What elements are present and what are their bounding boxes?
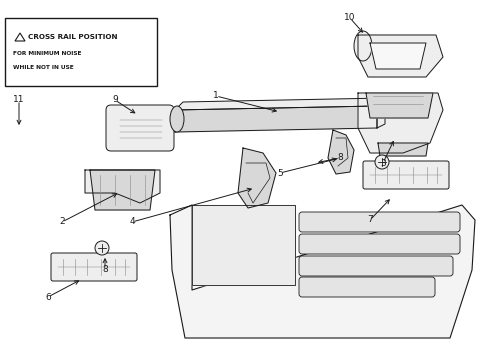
FancyBboxPatch shape (298, 234, 459, 254)
Bar (5, 18, 157, 86)
Polygon shape (175, 98, 384, 110)
Polygon shape (90, 170, 155, 210)
FancyBboxPatch shape (298, 277, 434, 297)
Ellipse shape (170, 106, 183, 132)
Text: 11: 11 (13, 95, 25, 104)
Text: 5: 5 (277, 168, 282, 177)
Polygon shape (85, 170, 160, 203)
FancyBboxPatch shape (298, 256, 452, 276)
FancyBboxPatch shape (51, 253, 137, 281)
Text: CROSS RAIL POSITION: CROSS RAIL POSITION (28, 34, 117, 40)
Polygon shape (175, 106, 376, 132)
Polygon shape (377, 143, 427, 156)
Polygon shape (327, 130, 353, 174)
Text: 9: 9 (112, 95, 118, 104)
Text: 8: 8 (102, 265, 108, 274)
Text: 1: 1 (213, 91, 219, 100)
FancyBboxPatch shape (298, 212, 459, 232)
Text: 4: 4 (129, 217, 135, 226)
Text: WHILE NOT IN USE: WHILE NOT IN USE (13, 65, 74, 70)
Text: 3: 3 (379, 158, 385, 167)
Polygon shape (192, 205, 294, 285)
Text: FOR MINIMUM NOISE: FOR MINIMUM NOISE (13, 51, 81, 56)
Polygon shape (365, 93, 432, 118)
Polygon shape (170, 205, 474, 338)
FancyBboxPatch shape (106, 105, 174, 151)
Circle shape (374, 155, 388, 169)
Polygon shape (357, 35, 442, 77)
Ellipse shape (353, 31, 371, 61)
Polygon shape (15, 33, 25, 41)
Polygon shape (376, 98, 384, 128)
Text: 10: 10 (344, 13, 355, 22)
Polygon shape (357, 93, 442, 153)
FancyBboxPatch shape (362, 161, 448, 189)
Text: 8: 8 (336, 153, 342, 162)
Polygon shape (369, 43, 425, 69)
Circle shape (95, 241, 109, 255)
Polygon shape (238, 148, 275, 208)
Text: 2: 2 (59, 217, 65, 226)
Text: 6: 6 (45, 292, 51, 302)
Text: 7: 7 (366, 216, 372, 225)
